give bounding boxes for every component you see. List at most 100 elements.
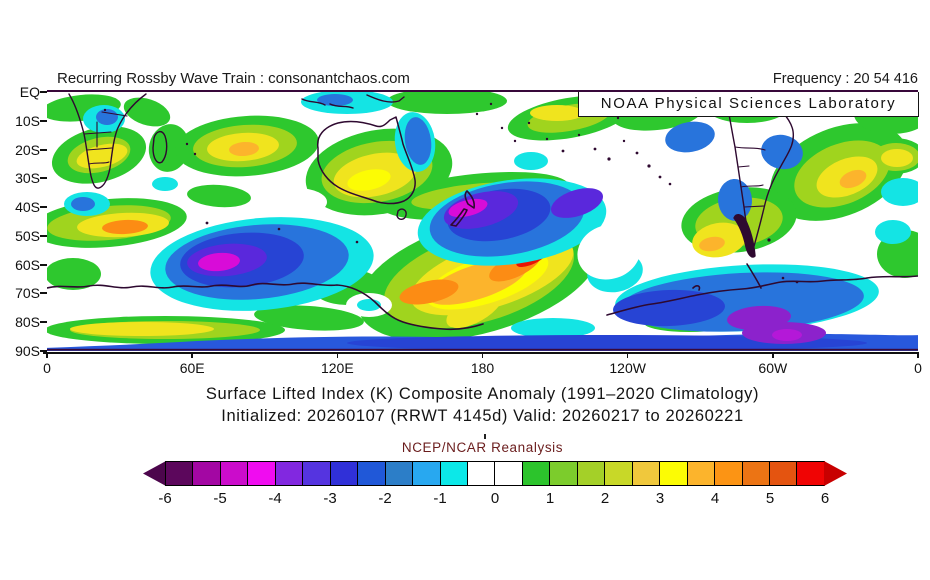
colorbar-cell <box>659 462 687 485</box>
x-axis-label: 120W <box>609 360 646 376</box>
colorbar-cell <box>521 462 550 485</box>
anomaly-map <box>47 92 918 351</box>
colorbar-tick-label: 0 <box>490 490 500 507</box>
colorbar-cell <box>329 462 358 485</box>
colorbar-cell <box>466 462 495 485</box>
antarctica-coast-east <box>606 275 918 316</box>
antarctic-peninsula <box>692 263 762 291</box>
x-axis-tick <box>772 352 774 358</box>
patagonia <box>733 214 756 258</box>
colorbar-cells <box>165 461 825 486</box>
colorbar: -6 -5 -4 -3 -2 -1 0 1 2 3 4 5 6 <box>143 461 847 507</box>
colorbar-cell <box>247 462 275 485</box>
colorbar-tick-label: 6 <box>820 490 830 507</box>
watermark-text: Recurring Rossby Wave Train : consonantc… <box>57 70 410 87</box>
noaa-label-box: NOAA Physical Sciences Laboratory <box>578 92 919 117</box>
africa-borders <box>83 111 128 165</box>
colorbar-left-arrow <box>143 461 166 486</box>
plot-title: Surface Lifted Index (K) Composite Anoma… <box>205 385 760 403</box>
y-axis-label: 10S <box>15 112 40 129</box>
colorbar-cell <box>714 462 742 485</box>
colorbar-cell <box>412 462 440 485</box>
map-bottom-border <box>47 348 918 351</box>
australia <box>316 116 416 205</box>
map-top-border <box>47 90 918 92</box>
colorbar-cell <box>686 462 715 485</box>
colorbar-cell <box>549 462 577 485</box>
y-axis-label: 50S <box>15 227 40 244</box>
colorbar-cell <box>741 462 769 485</box>
colorbar-tick-label: 2 <box>600 490 610 507</box>
x-axis-label: 0 <box>914 360 922 376</box>
antarctica-coast-west <box>47 282 484 331</box>
y-axis-label: EQ <box>19 84 40 100</box>
magenta-cores <box>198 198 802 341</box>
y-axis-tick <box>40 148 47 151</box>
colorbar-tick-label: -4 <box>268 490 282 507</box>
colorbar-tick-label: 5 <box>765 490 775 507</box>
colorbar-title: NCEP/NCAR Reanalysis <box>401 440 564 455</box>
x-axis-tick <box>46 352 48 358</box>
y-axis-tick <box>40 350 47 352</box>
colorbar-tick-label: -6 <box>158 490 172 507</box>
y-axis-tick <box>40 321 47 324</box>
x-axis-label: 120E <box>320 360 354 376</box>
colorbar-cell <box>768 462 797 485</box>
colorbar-cell <box>796 462 824 485</box>
colorbar-cell <box>439 462 467 485</box>
colorbar-tick-label: 4 <box>710 490 720 507</box>
x-axis-tick <box>917 352 919 358</box>
colorbar-tick-label: -5 <box>213 490 227 507</box>
colorbar-tick-label: -3 <box>323 490 337 507</box>
y-axis-tick <box>40 263 47 266</box>
y-axis-label: 70S <box>15 285 40 302</box>
colorbar-cell <box>357 462 385 485</box>
y-axis-label: 80S <box>15 314 40 331</box>
colorbar-right-arrow <box>824 461 847 486</box>
colorbar-cell <box>192 462 220 485</box>
colorbar-tick-label: -1 <box>433 490 447 507</box>
south-america-borders <box>734 146 766 208</box>
colorbar-cell <box>302 462 330 485</box>
y-axis-tick <box>40 177 47 180</box>
colorbar-cell <box>576 462 605 485</box>
coastlines <box>47 92 918 331</box>
y-axis-label: 60S <box>15 256 40 273</box>
colorbar-cell <box>219 462 248 485</box>
x-axis-tick <box>336 352 339 358</box>
colorbar-cell <box>494 462 522 485</box>
colorbar-cell <box>166 462 193 485</box>
colorbar-tick-label: 3 <box>655 490 665 507</box>
colorbar-tick-label: -2 <box>378 490 392 507</box>
contour-map-svg <box>47 92 918 351</box>
y-axis-label: 40S <box>15 199 40 216</box>
indonesia-newguinea <box>301 94 405 109</box>
x-axis-label: 60W <box>758 360 788 376</box>
tasmania <box>396 208 407 220</box>
colorbar-cell <box>384 462 413 485</box>
colorbar-cell <box>604 462 632 485</box>
colorbar-cell <box>631 462 660 485</box>
y-axis-tick <box>40 292 47 295</box>
x-axis-tick <box>481 352 484 358</box>
y-axis-tick <box>40 119 47 122</box>
y-axis-tick <box>40 206 47 209</box>
y-axis-label: 30S <box>15 170 40 187</box>
colorbar-cell <box>274 462 303 485</box>
x-axis-line <box>43 352 919 354</box>
x-axis-tick <box>626 352 629 358</box>
y-axis-tick <box>40 234 47 237</box>
frequency-text: Frequency : 20 54 416 <box>772 71 918 87</box>
y-axis-tick <box>40 91 47 93</box>
y-axis-label: 20S <box>15 141 40 158</box>
plot-subtitle: Initialized: 20260107 (RRWT 4145d) Valid… <box>221 407 744 425</box>
y-axis-label: 90S <box>15 343 40 359</box>
x-axis-label: 180 <box>470 360 495 376</box>
colorbar-tick-label: 1 <box>545 490 555 507</box>
x-axis-tick <box>191 352 193 358</box>
madagascar <box>152 131 168 164</box>
center-tick-mark <box>484 434 486 439</box>
new-zealand <box>450 190 475 227</box>
x-axis-label: 0 <box>43 360 51 376</box>
